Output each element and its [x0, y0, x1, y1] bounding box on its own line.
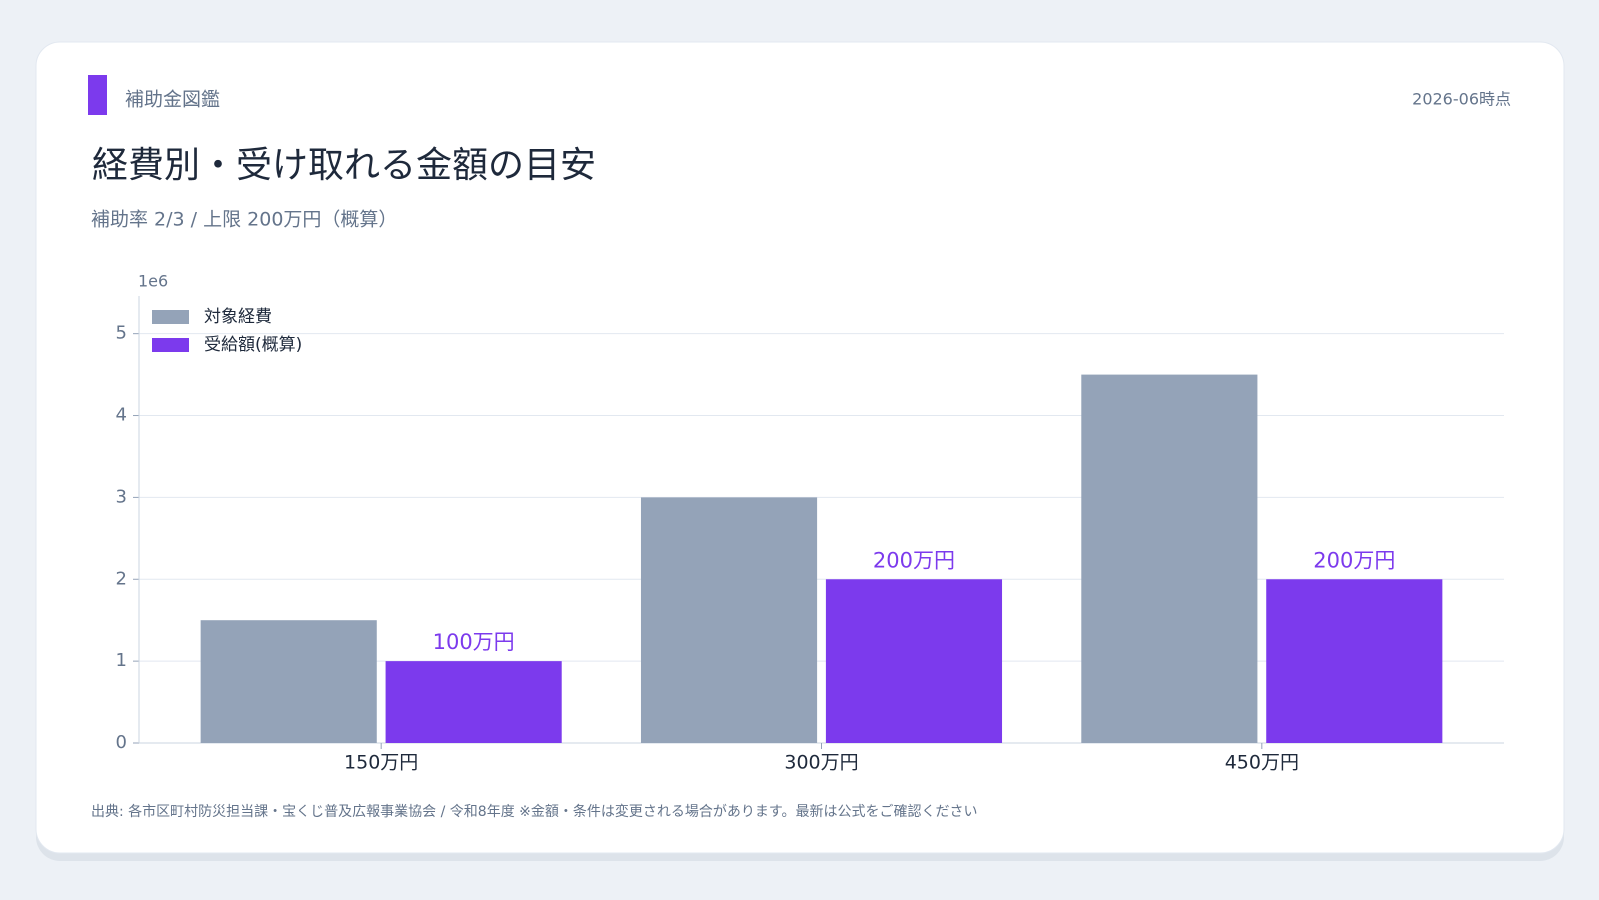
y-tick-label: 3 — [116, 486, 127, 507]
bar — [1266, 579, 1443, 743]
y-tick-label: 1 — [116, 650, 127, 671]
y-tick-label: 5 — [116, 323, 127, 344]
bar — [640, 497, 818, 743]
bar — [825, 579, 1003, 743]
bar — [200, 620, 377, 743]
y-tick-label: 4 — [116, 405, 127, 426]
date: 2026-06時点 — [1412, 90, 1511, 109]
value-label: 100万円 — [433, 630, 515, 654]
value-label: 200万円 — [1313, 548, 1395, 572]
brand: 補助金図鑑 — [125, 89, 220, 111]
x-tick-label: 150万円 — [344, 752, 418, 774]
brand-accent — [88, 75, 107, 115]
bar — [385, 661, 562, 743]
legend-swatch — [152, 310, 189, 324]
legend-label: 対象経費 — [204, 307, 272, 327]
chart-title: 経費別・受け取れる金額の目安 — [92, 145, 596, 186]
y-offset-label: 1e6 — [138, 272, 168, 291]
legend-swatch — [152, 338, 189, 352]
y-tick-label: 0 — [116, 732, 127, 753]
x-tick-label: 450万円 — [1225, 752, 1299, 774]
y-tick-label: 2 — [116, 568, 127, 589]
source-note: 出典: 各市区町村防災担当課・宝くじ普及広報事業協会 / 令和8年度 ※金額・条… — [91, 803, 977, 820]
chart-subtitle: 補助率 2/3 / 上限 200万円（概算） — [91, 209, 397, 231]
value-label: 200万円 — [873, 548, 955, 572]
legend-label: 受給額(概算) — [204, 335, 302, 355]
bar — [1081, 374, 1258, 743]
x-tick-label: 300万円 — [784, 752, 858, 774]
